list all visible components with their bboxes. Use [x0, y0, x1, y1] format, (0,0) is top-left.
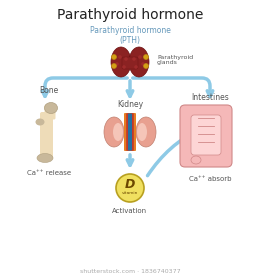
Text: Intestines: Intestines [191, 93, 229, 102]
FancyBboxPatch shape [180, 105, 232, 167]
FancyBboxPatch shape [40, 112, 53, 160]
Ellipse shape [36, 118, 44, 125]
Text: Ca⁺⁺ absorb: Ca⁺⁺ absorb [189, 176, 231, 182]
Ellipse shape [104, 117, 124, 147]
FancyBboxPatch shape [128, 113, 132, 151]
Circle shape [132, 57, 136, 61]
Circle shape [112, 55, 116, 60]
Text: shutterstock.com · 1836740377: shutterstock.com · 1836740377 [80, 269, 180, 274]
Circle shape [138, 55, 142, 59]
FancyBboxPatch shape [191, 115, 221, 155]
Text: Parathyroid
glands: Parathyroid glands [157, 55, 193, 66]
Circle shape [124, 57, 128, 61]
Text: Activation: Activation [112, 208, 148, 214]
Text: Parathyroid hormone
(PTH): Parathyroid hormone (PTH) [89, 25, 171, 45]
Ellipse shape [137, 123, 147, 141]
Ellipse shape [111, 47, 131, 77]
Text: vitamin: vitamin [122, 191, 138, 195]
Text: Ca⁺⁺ release: Ca⁺⁺ release [27, 170, 71, 176]
Ellipse shape [113, 123, 123, 141]
Circle shape [116, 174, 144, 202]
Circle shape [115, 62, 119, 66]
FancyBboxPatch shape [122, 57, 138, 69]
Ellipse shape [191, 156, 201, 164]
FancyBboxPatch shape [126, 113, 134, 151]
Circle shape [144, 55, 148, 60]
Ellipse shape [136, 117, 156, 147]
Text: Parathyroid hormone: Parathyroid hormone [57, 8, 203, 22]
Circle shape [144, 64, 148, 69]
Ellipse shape [37, 153, 53, 162]
FancyBboxPatch shape [44, 104, 55, 120]
Ellipse shape [44, 102, 57, 113]
Ellipse shape [129, 47, 149, 77]
Text: D: D [125, 179, 135, 192]
FancyBboxPatch shape [124, 113, 130, 151]
Circle shape [141, 62, 145, 66]
Text: Bone: Bone [39, 86, 58, 95]
Text: Kidney: Kidney [117, 100, 143, 109]
Circle shape [134, 65, 138, 69]
Circle shape [122, 65, 126, 69]
FancyBboxPatch shape [130, 113, 136, 151]
Circle shape [118, 55, 122, 59]
Circle shape [112, 64, 116, 69]
